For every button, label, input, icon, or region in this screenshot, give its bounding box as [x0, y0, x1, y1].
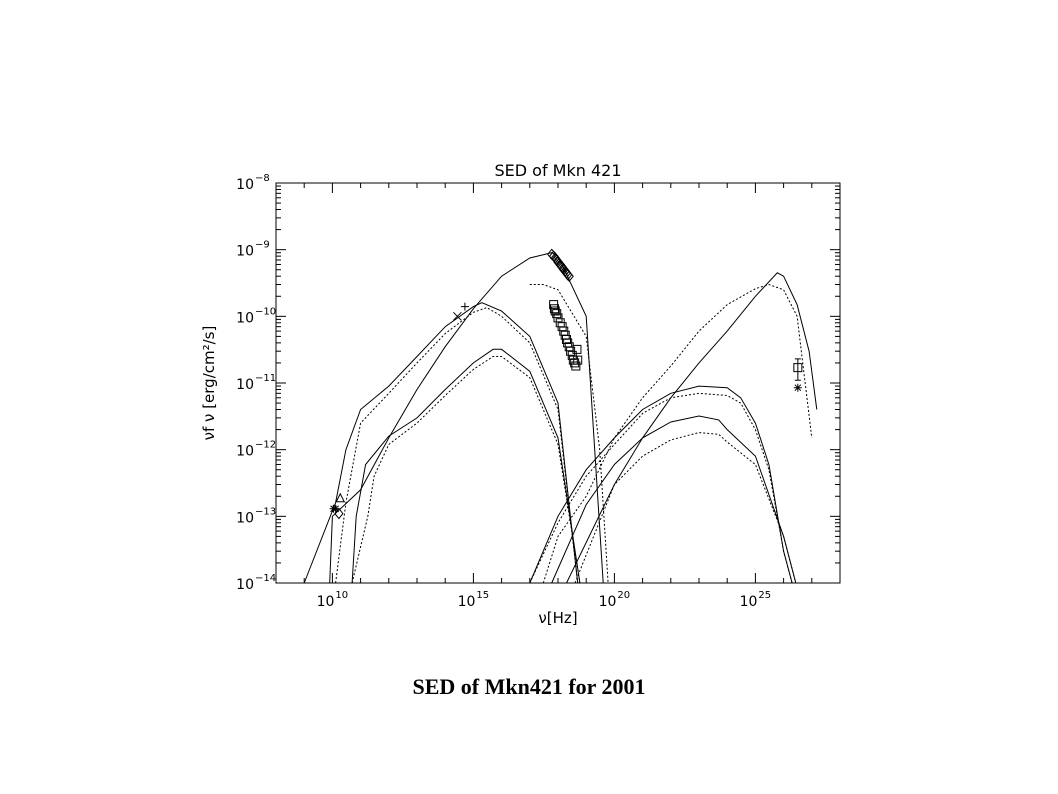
x-tick-label: 10	[740, 594, 758, 610]
y-tick-exponent: −10	[255, 306, 276, 317]
model-curve-1	[303, 302, 579, 584]
y-tick-label: 10	[236, 244, 254, 260]
square-marker	[566, 346, 576, 356]
x-axis-label: ν[Hz]	[538, 609, 577, 627]
x-tick-exponent: 10	[335, 590, 348, 601]
y-tick-exponent: −11	[255, 373, 276, 384]
plot-frame	[275, 182, 841, 584]
x-tick-label: 10	[317, 594, 335, 610]
plus-marker	[460, 302, 469, 311]
model-curve-4	[351, 356, 581, 584]
asterisk-marker	[793, 383, 802, 392]
model-curve-3	[351, 348, 581, 584]
x-marker	[453, 311, 462, 321]
square-marker	[552, 309, 562, 319]
triangle-marker	[335, 492, 346, 503]
data-markers	[329, 248, 803, 520]
square-marker	[570, 358, 580, 368]
model-curve-12	[574, 432, 797, 584]
diamond-marker	[564, 270, 574, 282]
asterisk-marker	[331, 504, 340, 513]
square-marker	[549, 304, 559, 314]
square-marker	[553, 313, 563, 323]
y-tick-exponent: −9	[255, 240, 270, 251]
model-curve-10	[529, 392, 793, 584]
y-tick-exponent: −12	[255, 440, 276, 451]
x-tick-exponent: 15	[476, 590, 489, 601]
square-marker	[557, 322, 567, 332]
y-tick-exponent: −14	[255, 573, 276, 584]
x-tick-label: 10	[599, 594, 617, 610]
square-marker	[793, 363, 803, 373]
x-tick-exponent: 25	[758, 590, 771, 601]
square-marker	[550, 306, 560, 316]
model-curve-8	[542, 283, 813, 584]
y-tick-label: 10	[236, 510, 254, 526]
y-tick-label: 10	[236, 577, 254, 593]
y-tick-exponent: −13	[255, 506, 276, 517]
model-curves	[303, 252, 818, 584]
model-curve-6	[529, 284, 609, 584]
y-tick-label: 10	[236, 377, 254, 393]
diamond-marker	[334, 507, 344, 520]
x-tick-exponent: 20	[617, 590, 630, 601]
y-tick-label: 10	[236, 177, 254, 193]
chart-title: SED of Mkn 421	[494, 161, 621, 180]
model-curve-11	[551, 415, 797, 584]
square-marker	[573, 355, 583, 365]
x-tick-label: 10	[458, 594, 476, 610]
square-marker	[571, 361, 581, 371]
square-marker	[549, 300, 559, 310]
y-tick-exponent: −8	[255, 173, 270, 184]
model-curve-7	[566, 272, 818, 584]
model-curve-9	[529, 385, 793, 584]
square-marker	[572, 344, 582, 354]
square-marker	[561, 334, 571, 344]
model-curve-2	[335, 307, 579, 584]
y-axis-label: νf ν [erg/cm²/s]	[200, 326, 218, 441]
model-curve-5	[329, 252, 604, 584]
y-tick-label: 10	[236, 444, 254, 460]
y-tick-label: 10	[236, 310, 254, 326]
figure-caption: SED of Mkn421 for 2001	[412, 674, 646, 699]
error-bar	[794, 358, 801, 381]
